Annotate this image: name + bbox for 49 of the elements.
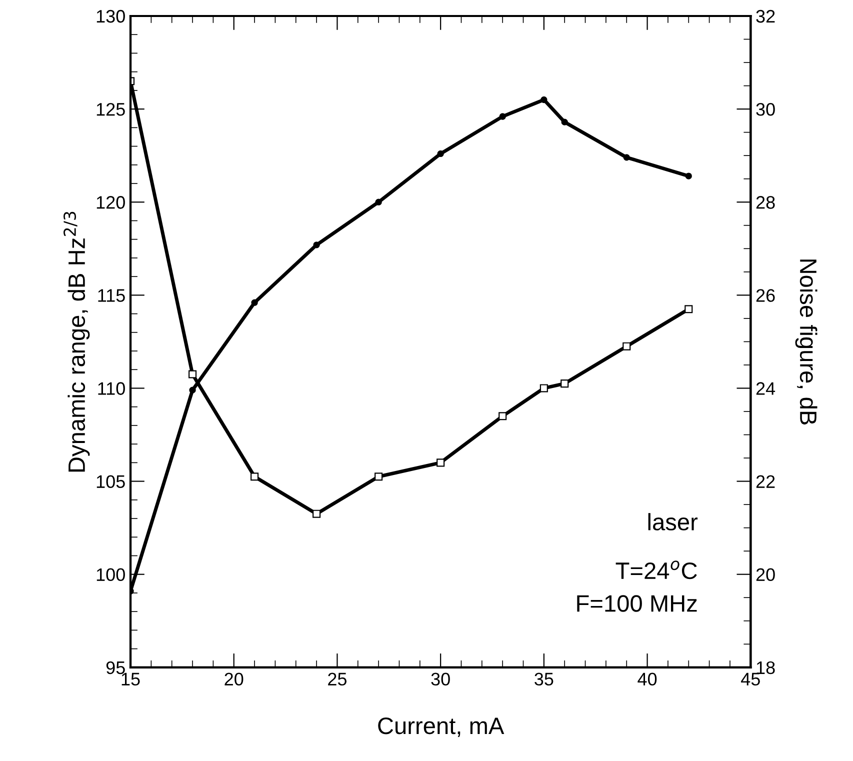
x-tick-label: 45 [741,672,760,686]
y-axis-title: Dynamic range, dB Hz$^{2/3}$ [64,212,90,472]
annotation: laser [648,513,698,530]
point [540,384,548,392]
y2-axis-title: Noise figure, dB [795,260,818,424]
annotation: T=24$^{o}$C [616,560,697,580]
y2-tick-label: 32 [756,10,775,23]
y2-tick-label: 26 [756,289,775,302]
y2-tick-label: 28 [756,196,775,209]
y-tick-label: 110 [98,382,125,395]
point [374,472,383,481]
point [685,172,692,180]
y-tick-label: 120 [96,196,125,209]
y-tick-label: 130 [96,10,125,23]
point [684,305,693,314]
point [623,154,630,161]
y-tick-label: 125 [96,102,125,116]
y2-tick-label: 20 [756,568,775,582]
point [622,342,631,350]
point [499,113,506,120]
point [188,370,197,378]
y-tick-label: 100 [96,568,125,582]
x-tick-label: 20 [224,672,244,686]
point [560,380,569,388]
point [437,150,444,158]
x-tick-label: 25 [328,672,347,686]
point [250,472,259,481]
point [375,198,382,206]
point [313,242,320,248]
y2-tick-label: 30 [756,102,775,116]
y-tick-label: 115 [98,289,125,302]
y-tick-label: 105 [96,475,125,488]
point [189,386,196,394]
y2-tick-label: 22 [756,475,775,488]
x-tick-label: 30 [431,672,450,686]
point [251,299,258,306]
y2-tick-label: 18 [756,661,775,674]
point [436,458,445,467]
point [561,118,568,126]
annotation: F=100 MHz [577,595,697,612]
point [312,510,321,518]
point [540,96,548,104]
x-tick-label: 15 [122,672,140,686]
x-tick-label: 35 [534,672,554,686]
x-axis-title: Current, mA [378,717,504,737]
y-tick-label: 95 [106,661,125,674]
y2-tick-label: 24 [756,382,776,395]
x-tick-label: 40 [638,672,657,686]
point [498,412,507,420]
